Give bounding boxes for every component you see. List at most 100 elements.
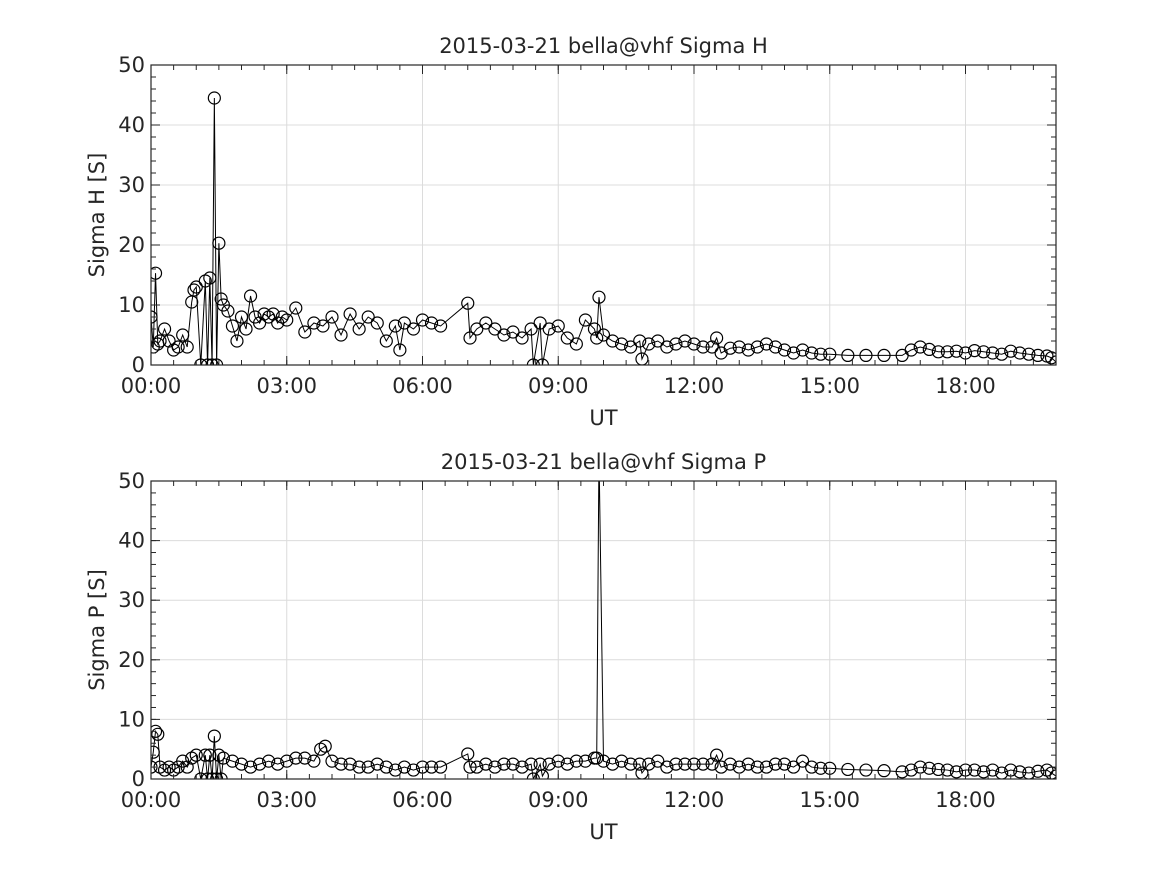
data-point	[660, 340, 674, 354]
data-point	[841, 762, 855, 777]
data-point	[750, 340, 764, 354]
data-point	[859, 348, 873, 362]
x-tick-label: 03:00	[256, 788, 317, 812]
data-point	[976, 345, 991, 359]
data-point	[216, 751, 230, 765]
data-point	[635, 766, 649, 779]
data-point	[995, 766, 1009, 779]
data-point	[334, 757, 348, 771]
data-point	[633, 334, 647, 348]
data-point	[397, 760, 411, 774]
data-point	[470, 322, 484, 336]
data-point	[352, 322, 366, 336]
data-point	[651, 334, 665, 348]
data-point	[660, 760, 674, 774]
data-point	[187, 283, 201, 297]
data-point	[434, 319, 448, 333]
data-point	[214, 292, 228, 306]
data-point	[370, 757, 384, 771]
data-point	[343, 757, 357, 771]
y-tick-label: 10	[118, 293, 145, 317]
data-point	[379, 334, 393, 348]
data-point	[877, 764, 891, 778]
data-point	[1031, 348, 1045, 362]
x-tick-label: 06:00	[392, 788, 453, 812]
data-point	[596, 328, 611, 342]
data-point	[551, 754, 565, 768]
data-point	[904, 763, 918, 777]
x-tick-label: 09:00	[528, 788, 589, 812]
data-point	[922, 761, 936, 775]
data-point	[470, 760, 484, 774]
data-point	[203, 271, 217, 285]
data-point	[262, 754, 276, 768]
data-point	[678, 757, 692, 771]
data-point	[877, 348, 891, 362]
data-point	[777, 757, 792, 771]
data-point	[526, 772, 540, 779]
data-point	[488, 760, 502, 774]
data-point	[569, 337, 583, 351]
data-point	[560, 331, 574, 345]
data-point	[795, 754, 810, 768]
y-tick-label: 0	[132, 353, 145, 377]
data-point	[393, 343, 407, 357]
data-point	[750, 760, 764, 774]
x-tick-label: 15:00	[799, 374, 860, 398]
data-point	[922, 342, 936, 356]
data-point	[203, 748, 217, 762]
sigma-h-panel: 2015-03-21 bella@vhf Sigma H UT Sigma H …	[85, 34, 1057, 430]
data-point	[841, 348, 855, 362]
x-tick-label: 12:00	[664, 374, 725, 398]
chart-title: 2015-03-21 bella@vhf Sigma P	[441, 450, 766, 474]
data-point	[151, 310, 158, 324]
data-point	[949, 344, 964, 358]
data-point	[678, 334, 692, 348]
data-point	[633, 757, 647, 771]
data-point	[542, 322, 556, 336]
y-tick-label: 0	[132, 767, 145, 791]
data-point	[271, 757, 285, 771]
data-point	[497, 328, 511, 342]
data-point	[1044, 351, 1056, 365]
data-point	[940, 345, 955, 359]
data-point	[171, 340, 185, 354]
data-point	[307, 754, 321, 768]
data-point	[318, 739, 332, 753]
y-tick-label: 30	[118, 588, 145, 612]
y-tick-label: 20	[118, 233, 145, 257]
data-point	[895, 765, 909, 779]
data-point	[949, 765, 964, 779]
data-point	[759, 760, 774, 774]
data-point	[723, 757, 737, 771]
data-point	[506, 757, 520, 771]
y-tick-label: 40	[118, 529, 145, 553]
data-point	[151, 727, 165, 741]
data-point	[234, 310, 249, 324]
data-point	[786, 760, 801, 774]
data-point	[710, 331, 724, 345]
data-point	[714, 760, 728, 774]
data-point	[741, 343, 755, 357]
data-point	[533, 316, 547, 330]
data-point	[325, 754, 339, 768]
data-point	[463, 760, 477, 774]
data-point	[289, 751, 303, 765]
data-point	[696, 757, 710, 771]
data-point	[723, 341, 737, 355]
data-point	[931, 762, 945, 777]
data-point	[524, 322, 538, 336]
x-tick-label: 18:00	[935, 374, 996, 398]
data-point	[913, 340, 927, 354]
data-point	[151, 745, 160, 759]
data-point	[497, 757, 511, 771]
data-point	[768, 757, 783, 771]
data-point	[225, 319, 240, 333]
data-point	[687, 337, 701, 351]
data-point	[406, 763, 421, 777]
data-point	[605, 334, 620, 348]
data-point	[205, 358, 219, 365]
data-point	[635, 352, 649, 365]
data-point	[542, 757, 556, 771]
